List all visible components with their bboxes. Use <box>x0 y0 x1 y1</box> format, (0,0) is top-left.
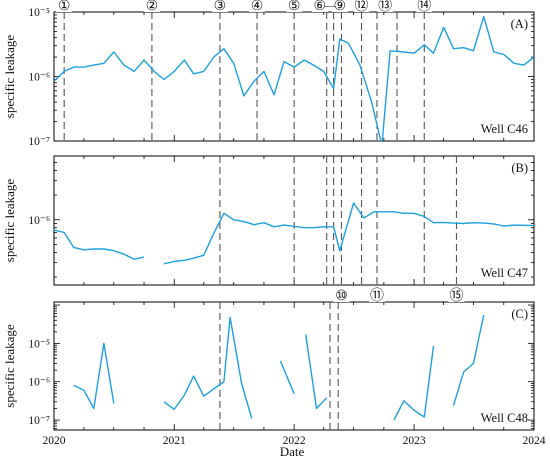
panels: 10⁻⁷ 10⁻⁶ 10⁻⁵ specific leakage (A) Well C46 ①… <box>2 0 535 431</box>
series-line <box>305 334 328 410</box>
event-marker-label: ⑪ <box>370 288 384 304</box>
event-marker: ⑥ <box>311 0 328 14</box>
event-marker-label: ⑮ <box>449 288 463 304</box>
event-marker: ⑤ <box>286 0 303 14</box>
event-marker: ⑩ <box>333 289 350 304</box>
event-marker: ③ <box>211 0 228 14</box>
panel-1: 10⁻⁷ 10⁻⁶ 10⁻⁵ specific leakage (A) Well C46 ①… <box>2 0 535 148</box>
series-line <box>54 229 145 260</box>
series-group <box>54 202 534 265</box>
x-tick-label: 2021 <box>163 435 186 447</box>
well-label: Well C46 <box>481 122 528 136</box>
y-tick-label: 10⁻⁶ <box>28 377 50 389</box>
series-line <box>452 314 485 406</box>
event-marker-label: ⑥ <box>314 0 327 14</box>
well-label: Well C47 <box>481 266 528 280</box>
series-line <box>73 342 115 410</box>
event-marker: ⑬ <box>377 0 394 14</box>
event-marker-label: ⑭ <box>417 0 431 14</box>
x-tick-label: 2024 <box>523 435 546 447</box>
event-marker-label: ① <box>58 0 71 14</box>
event-range-dash: — <box>323 0 336 12</box>
y-tick-label: 10⁻⁷ <box>28 136 50 148</box>
series-line <box>163 202 534 265</box>
y-axis-label: specific leakage <box>2 324 17 408</box>
event-marker: ⑫ <box>353 0 370 14</box>
panel-frame <box>53 301 535 431</box>
y-tick-label: 10⁻⁵ <box>28 338 50 350</box>
event-marker-label: ⑤ <box>288 0 301 14</box>
x-tick-label: 2020 <box>43 435 66 447</box>
series-line <box>54 15 534 141</box>
event-marker: ⑮ <box>448 288 465 304</box>
panel-2: 10⁻⁶ specific leakage (B) Well C47 <box>2 155 535 286</box>
event-marker: ⑨ <box>331 0 348 14</box>
y-axis-label: specific leakage <box>2 35 17 119</box>
event-marker: ④ <box>249 0 266 14</box>
event-marker-label: ⑨ <box>334 0 347 14</box>
event-marker-label: ⑬ <box>378 0 392 14</box>
x-tick-label: 2023 <box>403 435 426 447</box>
event-marker-label: ⑫ <box>355 0 369 14</box>
series-group <box>54 15 534 141</box>
series-group <box>73 314 485 421</box>
series-line <box>163 316 253 419</box>
x-tick-label: 2022 <box>283 435 306 447</box>
x-axis: 2020 2021 2022 2023 2024 <box>43 435 546 447</box>
y-tick-label: 10⁻⁷ <box>28 415 50 427</box>
y-axis-label: specific leakage <box>2 179 17 263</box>
y-tick-label: 10⁻⁶ <box>28 215 50 227</box>
panel-tag: (A) <box>511 17 528 31</box>
panel-tag: (C) <box>511 307 528 321</box>
panel-frame <box>53 11 535 142</box>
well-label: Well C48 <box>481 411 528 425</box>
event-marker: ⑭ <box>416 0 433 14</box>
x-axis-label: Date <box>280 444 305 459</box>
event-marker: ② <box>143 0 160 14</box>
event-marker-label: ② <box>146 0 159 14</box>
event-marker-label: ③ <box>214 0 227 14</box>
series-line <box>279 360 295 395</box>
event-marker: ⑪ <box>368 288 385 304</box>
y-tick-label: 10⁻⁶ <box>28 72 50 84</box>
event-marker-label: ④ <box>251 0 264 14</box>
panel-3: 10⁻⁷ 10⁻⁶ 10⁻⁵ specific leakage (C) Well C48 ⑩… <box>2 288 535 431</box>
event-marker-label: ⑩ <box>335 289 348 304</box>
series-line <box>393 346 435 421</box>
panel-tag: (B) <box>511 161 528 175</box>
panel-frame <box>53 155 535 286</box>
event-marker: ① <box>56 0 73 14</box>
y-tick-label: 10⁻⁵ <box>28 7 50 19</box>
